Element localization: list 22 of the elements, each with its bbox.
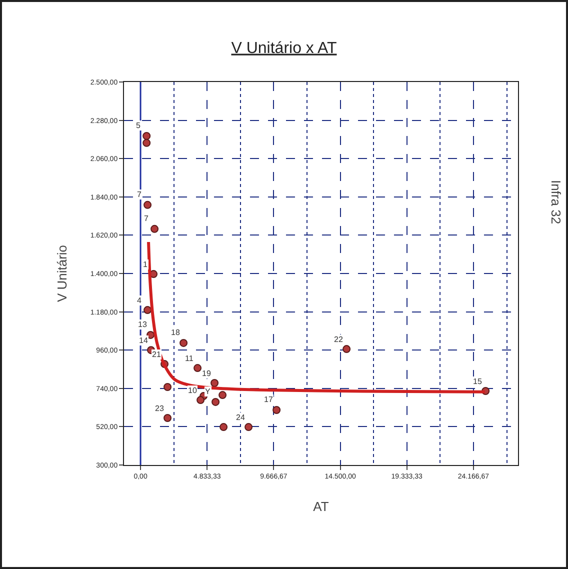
x-axis-title: AT xyxy=(313,499,329,514)
annotation: 17 xyxy=(264,395,274,404)
annotation: 10 xyxy=(188,386,198,395)
annotation: 18 xyxy=(171,328,180,337)
annotation: 7 xyxy=(137,190,142,199)
annotation: 13 xyxy=(138,320,148,329)
annotation: 22 xyxy=(334,335,344,344)
y-axis-title: V Unitário xyxy=(54,244,70,302)
annotation: 15 xyxy=(473,377,482,386)
annotation: 7 xyxy=(144,214,149,223)
annotation: 21 xyxy=(152,350,162,359)
annotation: 14 xyxy=(139,336,148,345)
annotation: 4 xyxy=(137,296,142,305)
annotation: Y xyxy=(205,387,211,396)
annotation: 19 xyxy=(202,369,212,378)
chart-title: V Unitário x AT xyxy=(231,40,337,57)
annotation: 11 xyxy=(185,354,194,363)
annotation: 1 xyxy=(143,260,148,269)
text: Infra 32 xyxy=(548,180,564,224)
annotation: 5 xyxy=(136,121,141,130)
annotation: 24 xyxy=(236,413,246,422)
annotation: 23 xyxy=(155,404,164,413)
